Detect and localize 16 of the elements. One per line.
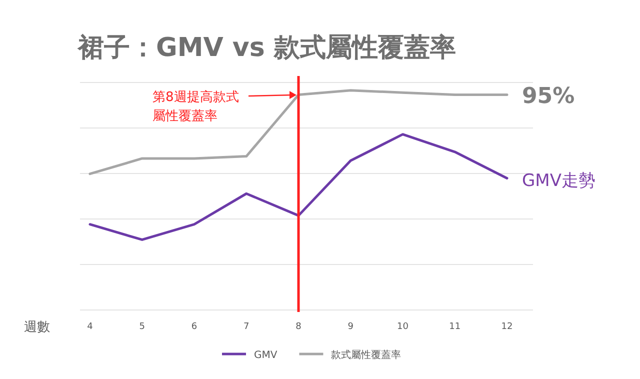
x-tick-label: 11 [449,322,461,332]
annotation: GMV走勢 [522,171,596,192]
x-tick-label: 6 [191,322,198,332]
legend-label: 款式屬性覆蓋率 [331,349,402,361]
x-tick-label: 5 [139,322,145,332]
x-axis-title: 週數 [24,320,50,335]
x-tick-label: 7 [244,322,250,332]
x-tick-label: 4 [87,322,94,332]
chart-title: 裙子：GMV vs 款式屬性覆蓋率 [77,33,456,63]
x-tick-label: 10 [397,322,409,332]
x-tick-label: 9 [348,322,354,332]
x-tick-label: 12 [501,322,513,332]
ref-line-label: 第8週提高款式屬性覆蓋率 [152,89,239,124]
x-tick-label: 8 [296,322,302,332]
legend-label: GMV [254,350,278,361]
annotation: 95% [522,84,575,109]
